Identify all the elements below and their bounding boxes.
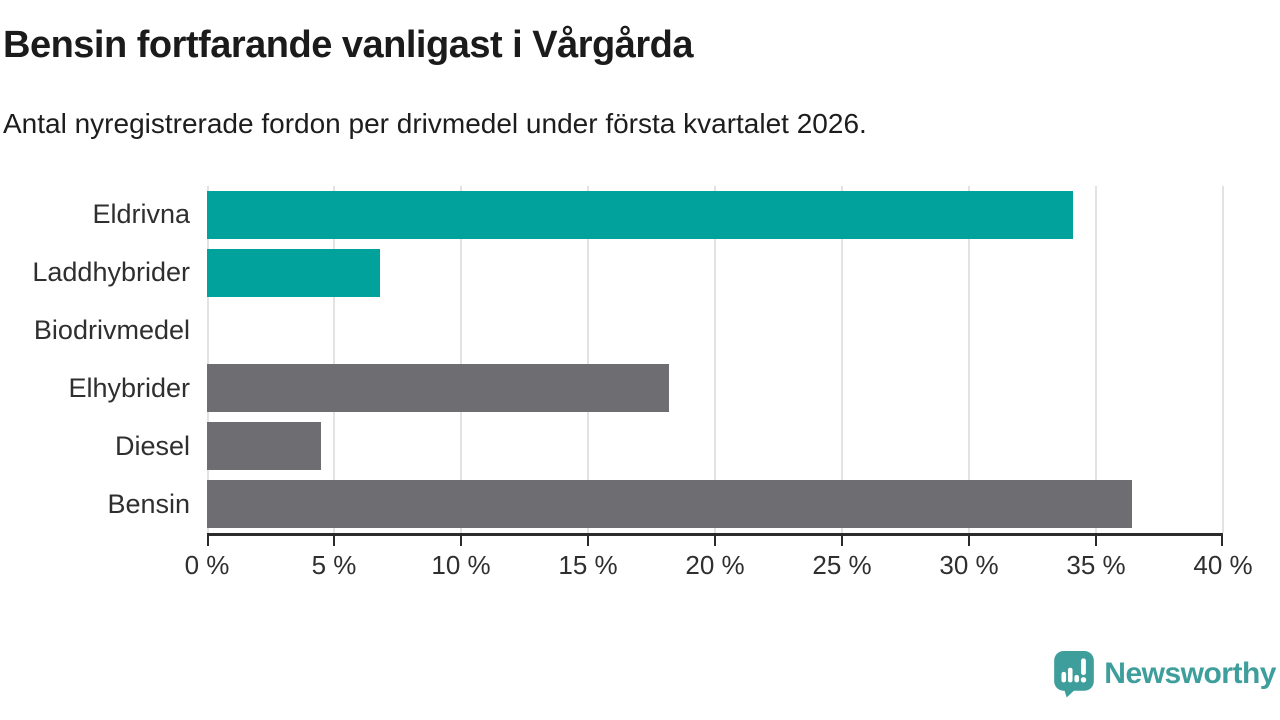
category-label: Laddhybrider [32, 257, 190, 288]
gridline [1095, 186, 1097, 533]
newsworthy-logo-text: Newsworthy [1104, 657, 1276, 690]
category-label: Diesel [114, 430, 190, 461]
category-label: Bensin [107, 488, 190, 519]
chart-title: Bensin fortfarande vanligast i Vårgårda [3, 24, 694, 66]
category-labels: Eldrivna Laddhybrider Biodrivmedel Elhybrid… [0, 186, 190, 533]
x-axis: 0 % 5 % 10 % 15 % 20 % 25 % 30 % 35 % 40 % [185, 533, 1253, 603]
axis-tick-label: 35 % [1066, 550, 1126, 580]
axis-tick-label: 30 % [939, 550, 999, 580]
axis-tick [714, 535, 716, 546]
axis-tick-label: 0 % [184, 550, 230, 580]
axis-tick-label: 40 % [1193, 550, 1253, 580]
axis-tick [587, 535, 589, 546]
chart-subtitle: Antal nyregistrerade fordon per drivmede… [3, 108, 867, 139]
gridline [333, 186, 335, 533]
x-axis-line [207, 533, 1223, 536]
gridline [841, 186, 843, 533]
newsworthy-logo-icon [1054, 651, 1095, 698]
gridline [714, 186, 716, 533]
axis-tick-label: 20 % [685, 550, 745, 580]
gridline [207, 186, 209, 533]
axis-tick-label: 25 % [812, 550, 872, 580]
category-label: Elhybrider [68, 372, 190, 403]
axis-tick-label: 10 % [431, 550, 491, 580]
gridline [460, 186, 462, 533]
newsworthy-logo: Newsworthy [1053, 650, 1276, 698]
axis-tick [460, 535, 462, 546]
bar-eldrivna [207, 190, 1074, 239]
gridline [587, 186, 589, 533]
category-label: Biodrivmedel [33, 315, 190, 346]
axis-tick [968, 535, 970, 546]
axis-tick-label: 5 % [311, 550, 357, 580]
gridline [1222, 186, 1224, 533]
bar-laddhybrider [207, 248, 380, 297]
bar-bensin [207, 480, 1132, 529]
bar-diesel [207, 422, 322, 471]
axis-tick [841, 535, 843, 546]
axis-tick [1221, 535, 1223, 546]
bar-chart-plot-area [207, 186, 1224, 533]
axis-tick [207, 535, 209, 546]
category-label: Eldrivna [92, 199, 190, 230]
axis-tick [1095, 535, 1097, 546]
axis-tick [333, 535, 335, 546]
bar-elhybrider [207, 364, 670, 413]
axis-tick-label: 15 % [558, 550, 618, 580]
gridline [968, 186, 970, 533]
